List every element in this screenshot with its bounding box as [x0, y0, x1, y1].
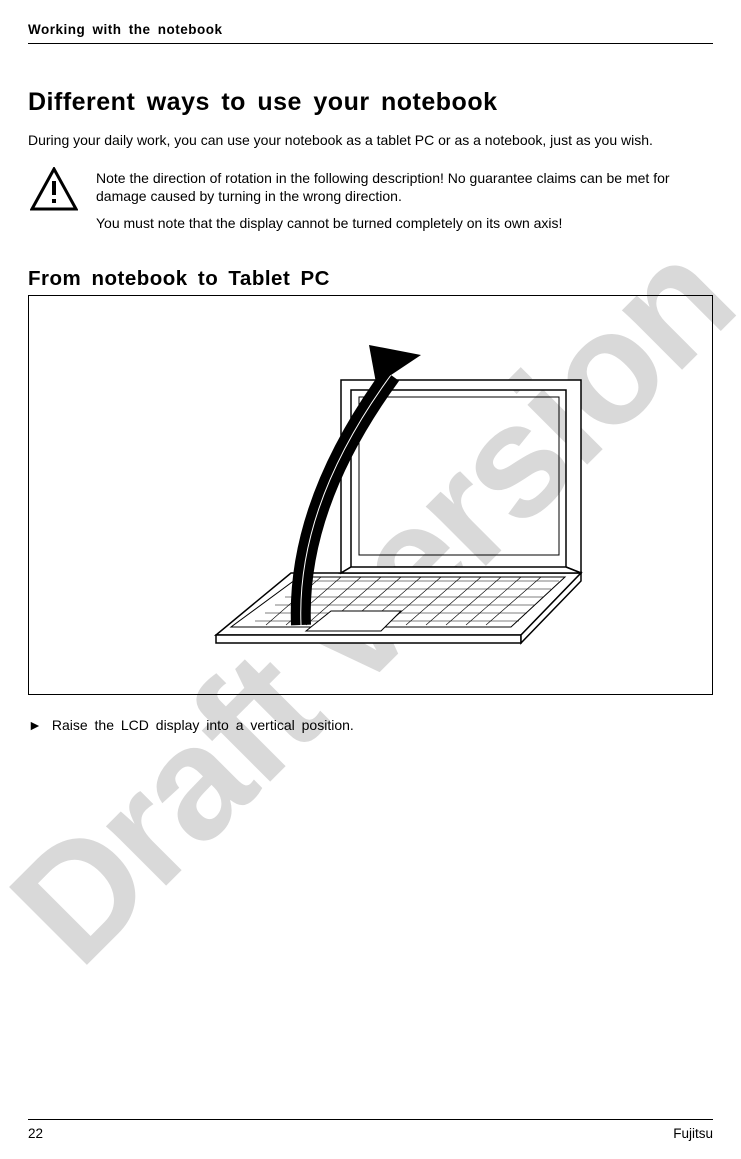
step-marker-icon: ►	[28, 717, 42, 733]
notebook-illustration	[121, 305, 621, 685]
step-1-text: Raise the LCD display into a vertical po…	[52, 717, 354, 733]
step-1: ► Raise the LCD display into a vertical …	[28, 717, 713, 733]
intro-paragraph: During your daily work, you can use your…	[28, 131, 713, 151]
illustration-frame	[28, 295, 713, 695]
page-number: 22	[28, 1126, 43, 1141]
warning-paragraph-2: You must note that the display cannot be…	[96, 214, 713, 233]
warning-paragraph-1: Note the direction of rotation in the fo…	[96, 169, 713, 207]
page-footer: 22 Fujitsu	[28, 1119, 713, 1141]
brand-label: Fujitsu	[673, 1126, 713, 1141]
bottom-divider	[28, 1119, 713, 1120]
page-heading: Different ways to use your notebook	[28, 88, 713, 117]
warning-callout: Note the direction of rotation in the fo…	[28, 167, 713, 242]
running-header: Working with the notebook	[28, 22, 713, 37]
top-divider	[28, 43, 713, 44]
warning-icon	[30, 167, 78, 216]
subheading: From notebook to Tablet PC	[28, 267, 713, 291]
